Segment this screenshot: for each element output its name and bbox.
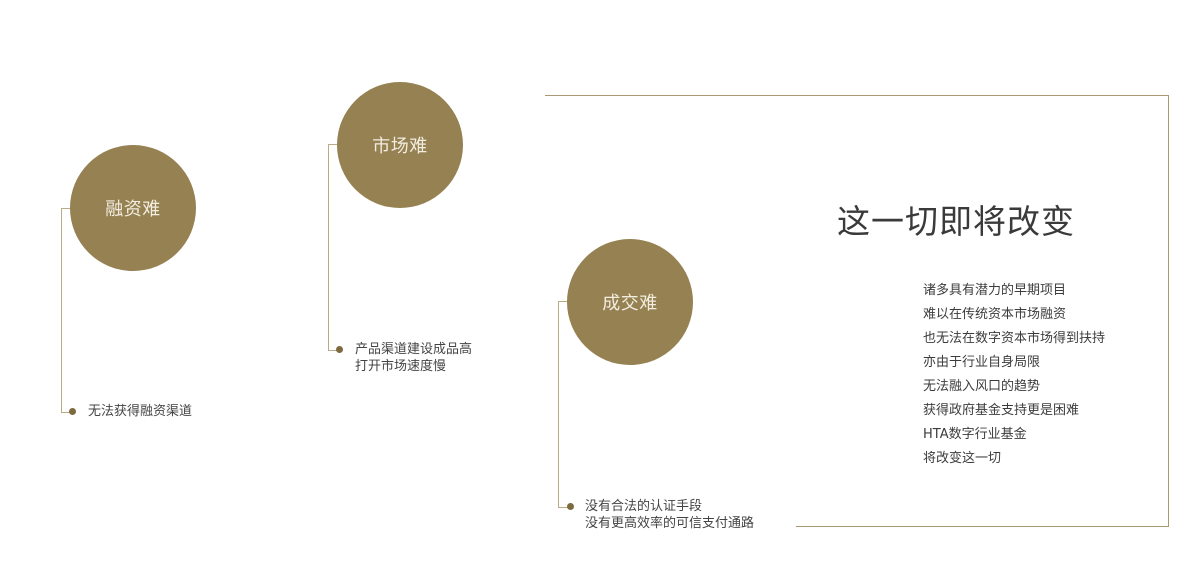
caption-line: 没有合法的认证手段 <box>585 499 703 514</box>
frame-right-border <box>1168 95 1169 527</box>
caption-line: 没有更高效率的可信支付通路 <box>585 516 755 531</box>
statement-line: 获得政府基金支持更是困难 <box>923 403 1080 418</box>
bullet-dot-market <box>336 346 343 353</box>
statement-line: 无法融入风口的趋势 <box>923 379 1041 394</box>
challenge-circle-financing: 融资难 <box>70 145 196 271</box>
challenge-caption-deal: 没有合法的认证手段 没有更高效率的可信支付通路 <box>585 498 754 532</box>
connector-top-financing <box>61 208 75 209</box>
connector-top-market <box>328 144 342 145</box>
challenge-caption-market: 产品渠道建设成品高 打开市场速度慢 <box>355 341 472 375</box>
challenge-circle-deal: 成交难 <box>567 239 693 365</box>
frame-top-border <box>545 95 1169 96</box>
connector-bottom-market <box>328 350 338 351</box>
bullet-dot-financing <box>69 408 76 415</box>
caption-line: 产品渠道建设成品高 <box>355 342 473 357</box>
challenge-caption-financing: 无法获得融资渠道 <box>88 403 192 420</box>
bullet-dot-deal <box>567 503 574 510</box>
statement-line: HTA数字行业基金 <box>923 427 1027 442</box>
connector-bottom-deal <box>558 507 568 508</box>
statement-line: 也无法在数字资本市场得到扶持 <box>923 331 1106 346</box>
statement-line: 亦由于行业自身局限 <box>923 355 1041 370</box>
frame-bottom-border <box>796 526 1169 527</box>
caption-line: 无法获得融资渠道 <box>88 404 193 419</box>
connector-vertical-deal <box>558 301 559 507</box>
headline: 这一切即将改变 <box>837 202 1075 241</box>
challenge-circle-market: 市场难 <box>337 82 463 208</box>
statement-line: 将改变这一切 <box>923 451 1002 466</box>
challenge-title-market: 市场难 <box>372 136 428 157</box>
challenge-title-financing: 融资难 <box>105 199 161 220</box>
statement-line: 难以在传统资本市场融资 <box>923 307 1067 322</box>
statement-line: 诸多具有潜力的早期项目 <box>923 283 1067 298</box>
statement-list: 诸多具有潜力的早期项目 难以在传统资本市场融资 也无法在数字资本市场得到扶持 亦… <box>923 279 1105 471</box>
challenge-title-deal: 成交难 <box>602 293 658 314</box>
connector-vertical-market <box>328 144 329 350</box>
connector-bottom-financing <box>61 412 71 413</box>
caption-line: 打开市场速度慢 <box>355 359 447 374</box>
connector-vertical-financing <box>61 208 62 412</box>
connector-top-deal <box>558 301 572 302</box>
